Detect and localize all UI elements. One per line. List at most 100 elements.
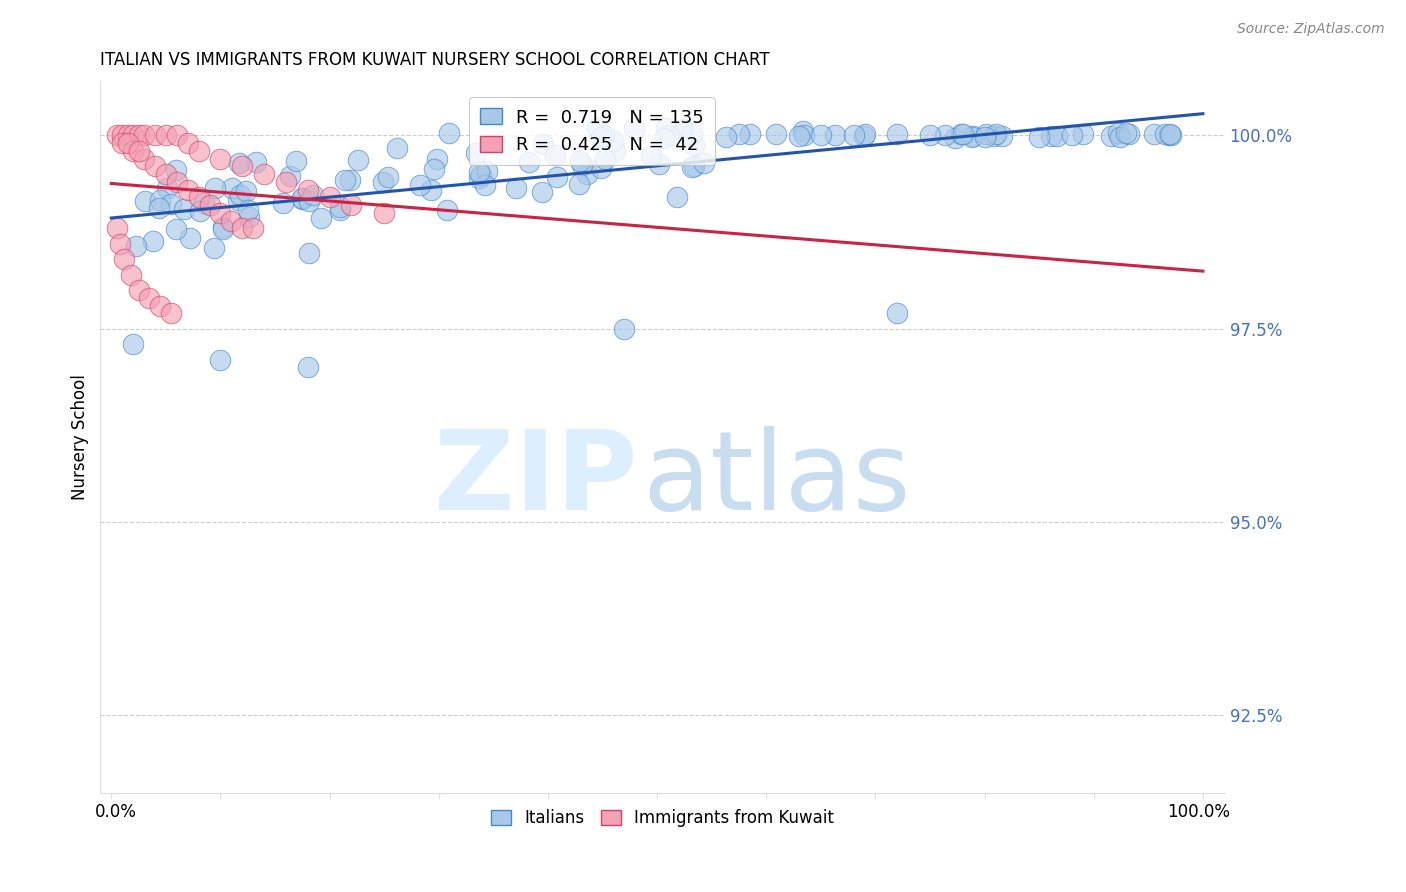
Point: [253, 167, 276, 181]
Y-axis label: Nursery School: Nursery School: [72, 374, 89, 500]
Point: [204, 181, 226, 195]
Point: [681, 161, 703, 175]
Point: [918, 128, 941, 142]
Point: [683, 137, 706, 152]
Point: [159, 197, 181, 211]
Point: [274, 175, 297, 189]
Point: [505, 181, 527, 195]
Point: [333, 172, 356, 186]
Point: [117, 136, 139, 151]
Point: [371, 175, 394, 189]
Point: [291, 193, 314, 207]
Point: [128, 144, 150, 158]
Point: [111, 136, 134, 151]
Point: [160, 306, 183, 320]
Point: [693, 156, 716, 170]
Point: [311, 211, 333, 225]
Point: [165, 163, 187, 178]
Point: [148, 202, 170, 216]
Point: [297, 360, 319, 375]
Point: [672, 122, 695, 136]
Point: [176, 136, 198, 151]
Point: [125, 239, 148, 253]
Point: [155, 128, 177, 143]
Point: [962, 128, 984, 143]
Point: [188, 203, 211, 218]
Point: [117, 128, 139, 143]
Point: [209, 352, 232, 367]
Point: [198, 198, 221, 212]
Point: [278, 169, 301, 184]
Point: [787, 129, 810, 144]
Point: [984, 127, 1007, 141]
Point: [236, 202, 259, 217]
Point: [187, 144, 209, 158]
Point: [166, 128, 188, 143]
Point: [655, 120, 678, 135]
Text: Source: ZipAtlas.com: Source: ZipAtlas.com: [1237, 22, 1385, 37]
Point: [419, 184, 441, 198]
Point: [221, 181, 243, 195]
Point: [589, 161, 612, 176]
Point: [531, 136, 554, 151]
Point: [1039, 129, 1062, 144]
Point: [1060, 128, 1083, 143]
Point: [810, 128, 832, 143]
Point: [156, 181, 179, 195]
Point: [209, 152, 232, 166]
Point: [949, 127, 972, 141]
Point: [474, 178, 496, 193]
Point: [328, 202, 350, 217]
Point: [593, 128, 616, 142]
Legend: Italians, Immigrants from Kuwait: Italians, Immigrants from Kuwait: [484, 803, 841, 834]
Point: [339, 173, 361, 187]
Point: [1118, 127, 1140, 141]
Point: [1107, 126, 1129, 140]
Text: atlas: atlas: [643, 426, 911, 533]
Point: [593, 152, 616, 166]
Point: [298, 194, 321, 208]
Point: [143, 160, 166, 174]
Point: [571, 157, 593, 171]
Point: [652, 130, 675, 145]
Point: [235, 185, 257, 199]
Point: [665, 190, 688, 204]
Point: [385, 141, 408, 155]
Point: [681, 127, 703, 141]
Point: [568, 178, 591, 192]
Point: [1099, 129, 1122, 144]
Point: [165, 222, 187, 236]
Point: [179, 231, 201, 245]
Point: [142, 234, 165, 248]
Point: [212, 221, 235, 235]
Point: [329, 200, 352, 214]
Point: [426, 152, 449, 166]
Text: ITALIAN VS IMMIGRANTS FROM KUWAIT NURSERY SCHOOL CORRELATION CHART: ITALIAN VS IMMIGRANTS FROM KUWAIT NURSER…: [100, 51, 770, 69]
Point: [242, 221, 264, 235]
Point: [824, 128, 846, 142]
Point: [291, 191, 314, 205]
Point: [143, 128, 166, 143]
Point: [128, 128, 150, 143]
Point: [983, 128, 1005, 143]
Point: [640, 149, 662, 163]
Point: [423, 162, 446, 177]
Point: [952, 127, 974, 141]
Point: [531, 185, 554, 199]
Point: [138, 291, 160, 305]
Point: [108, 236, 131, 251]
Point: [568, 153, 591, 168]
Point: [134, 194, 156, 208]
Point: [436, 202, 458, 217]
Text: 100.0%: 100.0%: [1167, 804, 1230, 822]
Point: [546, 169, 568, 184]
Point: [120, 268, 142, 282]
Point: [934, 128, 956, 143]
Point: [132, 152, 155, 166]
Point: [228, 156, 250, 170]
Point: [122, 144, 145, 158]
Point: [842, 128, 865, 142]
Point: [193, 195, 215, 210]
Point: [377, 170, 399, 185]
Text: ZIP: ZIP: [434, 426, 638, 533]
